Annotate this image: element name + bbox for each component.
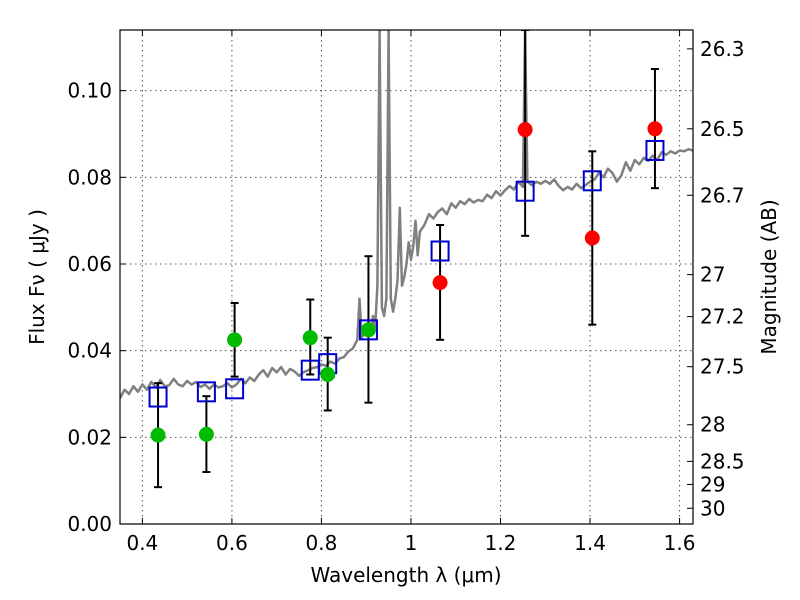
right-tick-label: 26.3 bbox=[700, 37, 745, 61]
model-photometry-square bbox=[196, 381, 216, 403]
x-tick-label: 1.4 bbox=[574, 531, 606, 555]
x-tick-label: 1.6 bbox=[664, 531, 696, 555]
x-tick-label: 0.8 bbox=[306, 531, 338, 555]
model-spectrum-layer bbox=[120, 30, 693, 399]
plot-frame bbox=[119, 29, 694, 525]
photometry-point bbox=[584, 230, 600, 246]
photometry-point bbox=[360, 322, 376, 338]
right-tick-label: 30 bbox=[700, 496, 725, 520]
model-photometry-square bbox=[645, 139, 665, 161]
right-axis-label: Magnitude (AB) bbox=[757, 199, 781, 354]
right-tick-label: 29 bbox=[700, 472, 725, 496]
model-photometry-square bbox=[582, 170, 602, 192]
model-spectrum-line bbox=[120, 30, 693, 399]
photometry-point bbox=[320, 367, 336, 382]
x-tick-label: 1.2 bbox=[485, 531, 517, 555]
photometry-point bbox=[302, 330, 318, 346]
axis-ticks: 0.4 0.6 0.8 1 1.2 1.4 1.6 0.00 0.02 0.04 0.06 0.08 0… bbox=[67, 30, 745, 555]
photometry-point bbox=[432, 275, 448, 291]
model-photometry-square bbox=[515, 180, 535, 202]
x-tick-label: 1 bbox=[405, 531, 418, 555]
right-tick-label: 28.5 bbox=[700, 449, 745, 473]
model-photometry-square bbox=[148, 386, 168, 408]
photometry-point bbox=[517, 122, 533, 138]
right-tick-label: 27 bbox=[700, 263, 725, 287]
y-tick-label: 0.08 bbox=[67, 165, 112, 189]
photometry-point bbox=[198, 426, 214, 442]
right-tick-label: 28 bbox=[700, 413, 725, 437]
y-tick-label: 0.02 bbox=[67, 425, 112, 449]
right-tick-label: 27.5 bbox=[700, 355, 745, 379]
photometry-point bbox=[227, 332, 243, 348]
y-tick-label: 0.10 bbox=[67, 79, 112, 103]
x-tick-label: 0.4 bbox=[126, 531, 158, 555]
model-photometry-square bbox=[430, 240, 450, 262]
photometry-point bbox=[647, 121, 663, 137]
y-tick-label: 0.04 bbox=[67, 339, 112, 363]
y-tick-label: 0.06 bbox=[67, 252, 112, 276]
right-tick-label: 26.5 bbox=[700, 117, 745, 141]
y-axis-label: Flux Fν ( μJy ) bbox=[25, 209, 49, 345]
x-axis-label: Wavelength λ (μm) bbox=[310, 563, 501, 587]
right-tick-label: 27.2 bbox=[700, 305, 745, 329]
photometry-point bbox=[150, 427, 166, 443]
data-markers bbox=[148, 121, 665, 443]
right-tick-label: 26.7 bbox=[700, 183, 745, 207]
x-tick-label: 0.6 bbox=[216, 531, 248, 555]
model-photometry-square bbox=[358, 319, 378, 341]
model-photometry-square bbox=[225, 378, 245, 400]
y-tick-label: 0.00 bbox=[67, 512, 112, 536]
